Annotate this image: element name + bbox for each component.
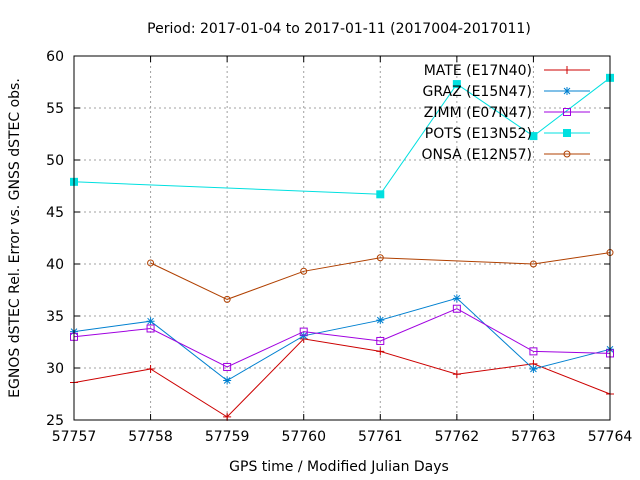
legend-marker-graz [563, 87, 571, 95]
x-axis-label: GPS time / Modified Julian Days [229, 459, 449, 475]
legend-label-zimm: ZIMM (E07N47) [424, 105, 532, 121]
data-point-zimm [452, 304, 461, 313]
data-point-pots [376, 190, 385, 199]
series-line-onsa [150, 252, 611, 300]
data-point-mate [376, 347, 385, 356]
series-group [70, 73, 614, 421]
data-point-graz [452, 294, 461, 303]
legend-marker-pots [563, 129, 571, 137]
x-tick-label: 57763 [511, 429, 556, 445]
plot-frame [73, 55, 611, 421]
data-point-onsa [376, 254, 384, 262]
grid-lines [74, 56, 610, 420]
data-point-graz [376, 316, 385, 325]
y-tick-label: 30 [46, 361, 64, 377]
x-tick-label: 57759 [205, 429, 250, 445]
data-point-onsa [300, 267, 308, 275]
data-point-pots [529, 132, 538, 141]
y-tick-label: 45 [46, 205, 64, 221]
data-point-graz [223, 376, 232, 385]
data-point-mate [452, 370, 461, 379]
data-point-graz [529, 365, 538, 374]
data-point-onsa [223, 295, 231, 303]
series-graz [70, 294, 614, 385]
series-line-mate [73, 338, 611, 418]
data-point-onsa [147, 259, 155, 267]
series-line-zimm [73, 308, 611, 368]
y-tick-label: 55 [46, 101, 64, 117]
legend-marker-onsa [563, 150, 571, 158]
data-point-graz [146, 317, 155, 326]
y-tick-label: 35 [46, 309, 64, 325]
data-point-pots [452, 80, 461, 89]
legend: MATE (E17N40) GRAZ (E15N47) ZIMM (E07N47) P… [421, 63, 590, 163]
x-tick-label: 57764 [588, 429, 633, 445]
legend-label-graz: GRAZ (E15N47) [423, 84, 533, 100]
legend-marker-mate [563, 66, 571, 74]
legend-label-onsa: ONSA (E12N57) [421, 147, 532, 163]
y-tick-label: 60 [46, 49, 64, 65]
data-point-onsa [529, 260, 537, 268]
legend-label-pots: POTS (E13N52) [425, 126, 532, 142]
legend-marker-zimm [563, 108, 571, 116]
data-point-mate [146, 365, 155, 374]
data-point-graz [299, 331, 308, 340]
data-point-zimm [299, 327, 308, 336]
series-zimm [70, 304, 614, 371]
x-tick-label: 57762 [435, 429, 480, 445]
legend-label-mate: MATE (E17N40) [424, 63, 532, 79]
x-tick-label: 57760 [281, 429, 326, 445]
y-tick-label: 50 [46, 153, 64, 169]
data-point-zimm [376, 336, 385, 345]
data-point-zimm [146, 324, 155, 333]
x-tick-label: 57761 [358, 429, 403, 445]
y-tick-label: 40 [46, 257, 64, 273]
data-point-zimm [529, 347, 538, 356]
series-onsa [147, 249, 614, 303]
data-point-zimm [223, 362, 232, 371]
series-line-graz [73, 297, 611, 382]
series-pots [70, 73, 614, 199]
axis-ticks: 57757 57758 57759 57760 57761 57762 57763 57764… [46, 49, 632, 445]
chart-title: Period: 2017-01-04 to 2017-01-11 (201700… [147, 21, 531, 37]
x-tick-label: 57757 [52, 429, 97, 445]
y-axis-label: EGNOS dSTEC Rel. Error vs. GNSS dSTEC ob… [7, 78, 23, 398]
x-tick-label: 57758 [128, 429, 173, 445]
y-tick-label: 25 [46, 413, 64, 429]
